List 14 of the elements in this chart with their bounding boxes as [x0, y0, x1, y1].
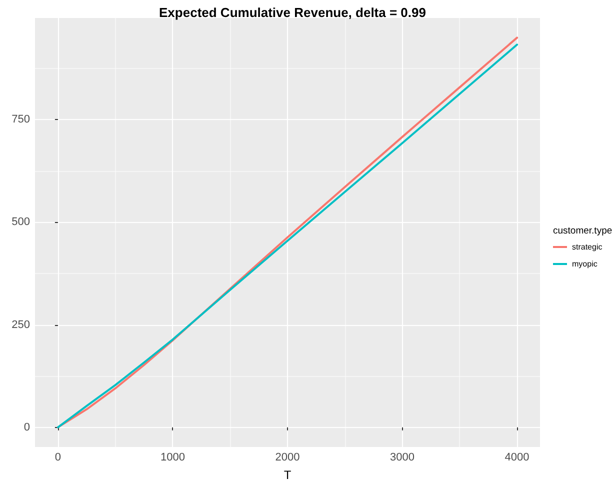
y-tick-label: 500: [12, 216, 30, 228]
y-tick-label: 0: [24, 421, 30, 434]
x-tick-label: 1000: [160, 452, 185, 464]
legend-title: customer.type: [553, 226, 612, 236]
x-tick-label: 2000: [275, 452, 300, 464]
legend-label: myopic: [572, 260, 598, 268]
y-tick-label: 250: [12, 318, 30, 331]
x-tick-label: 0: [54, 452, 62, 464]
legend-label: strategic: [572, 242, 602, 252]
y-tick-label: 750: [12, 114, 30, 126]
chart-title: Expected Cumulative Revenue, delta = 0.99: [159, 5, 426, 20]
x-tick-label: 4000: [504, 452, 530, 464]
x-axis-title: T: [284, 468, 292, 482]
x-tick-label: 3000: [390, 452, 415, 464]
